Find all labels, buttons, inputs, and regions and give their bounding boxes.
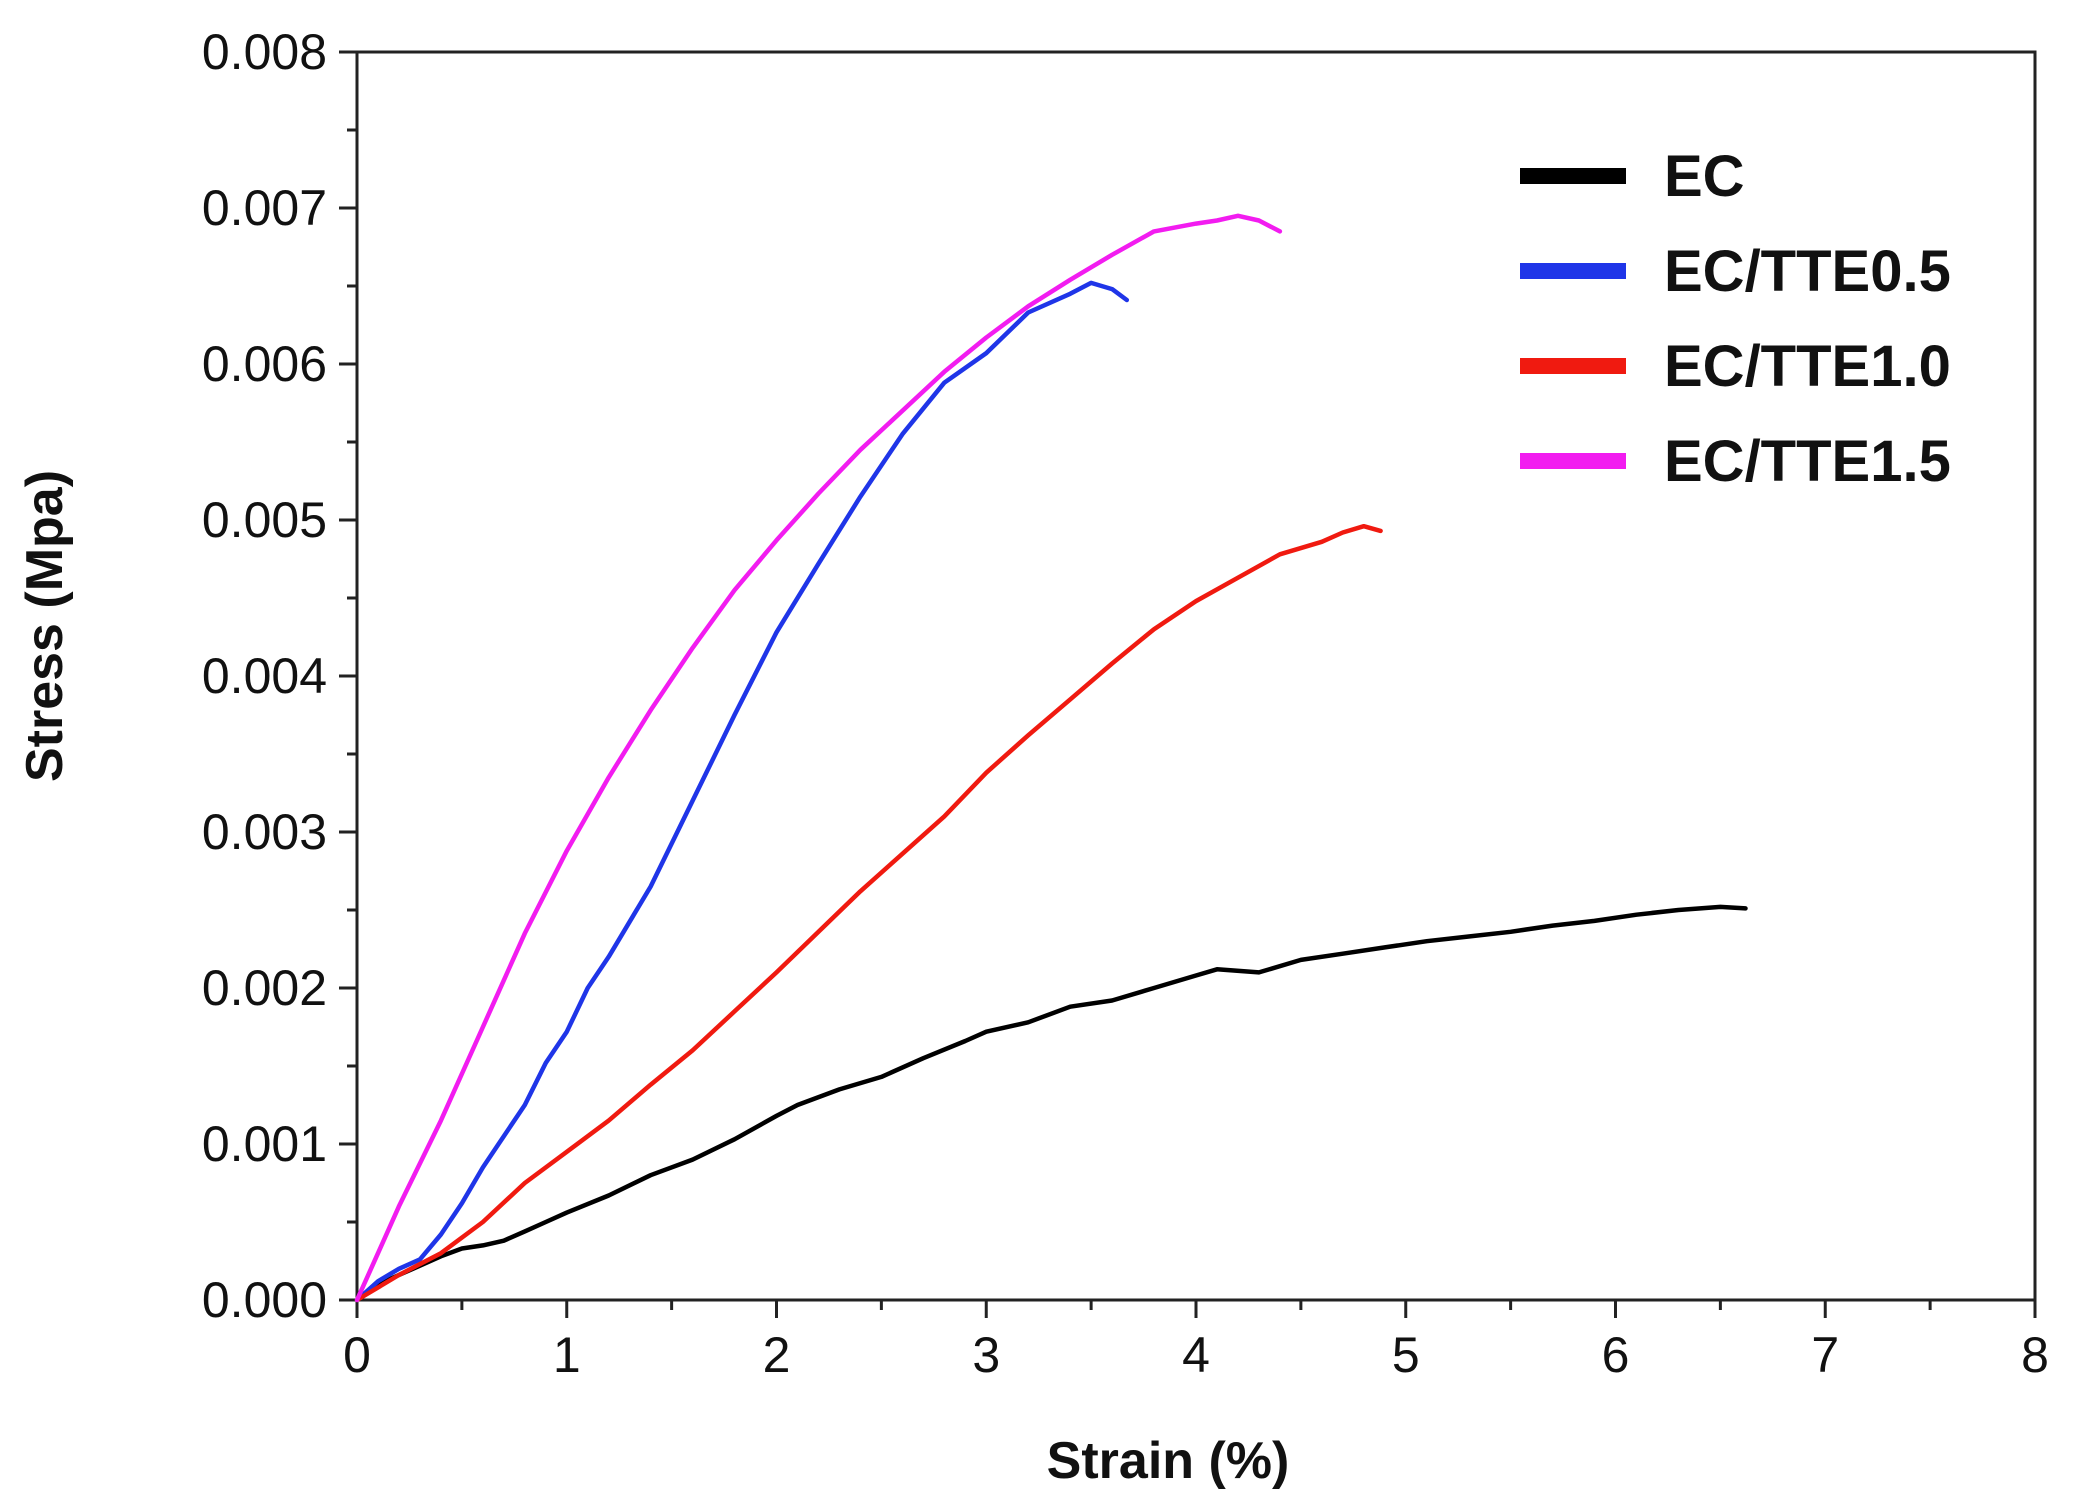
y-tick-label: 0.003 [202,804,327,860]
series-layer [354,213,1748,1303]
x-tick-label: 4 [1182,1327,1210,1383]
y-axis-title: Stress (Mpa) [16,470,74,782]
x-tick-label: 2 [763,1327,791,1383]
legend-label-ec-tte0-5: EC/TTE0.5 [1664,239,1951,304]
y-tick-label: 0.006 [202,336,327,392]
x-tick-label: 1 [553,1327,581,1383]
series-line-ec-tte0-5 [354,280,1130,1303]
x-tick-label: 5 [1392,1327,1420,1383]
x-axis-ticks: 0 1 2 3 4 5 6 7 8 [343,1300,2049,1383]
legend: EC EC/TTE0.5 EC/TTE1.0 EC/TTE1.5 [1520,144,1951,494]
x-tick-label: 3 [972,1327,1000,1383]
y-axis-ticks: 0.000 0.001 0.002 0.003 0.004 0.005 0.006 0.007… [202,24,357,1328]
series-line-ec-tte1-5 [354,213,1283,1303]
x-tick-label: 6 [1602,1327,1630,1383]
y-tick-label: 0.000 [202,1272,327,1328]
x-axis-title: Strain (%) [1047,1432,1290,1490]
legend-label-ec: EC [1664,144,1745,209]
x-tick-label: 8 [2021,1327,2049,1383]
y-tick-label: 0.008 [202,24,327,80]
y-tick-label: 0.005 [202,492,327,548]
legend-label-ec-tte1-0: EC/TTE1.0 [1664,334,1951,399]
y-tick-label: 0.002 [202,960,327,1016]
y-tick-label: 0.004 [202,648,327,704]
series-line-ec [354,904,1748,1303]
y-tick-label: 0.007 [202,180,327,236]
x-tick-label: 0 [343,1327,371,1383]
series-line-ec-tte1-0 [354,523,1383,1303]
plot-area [355,50,2037,1302]
legend-label-ec-tte1-5: EC/TTE1.5 [1664,429,1951,494]
x-tick-label: 7 [1811,1327,1839,1383]
y-tick-label: 0.001 [202,1116,327,1172]
